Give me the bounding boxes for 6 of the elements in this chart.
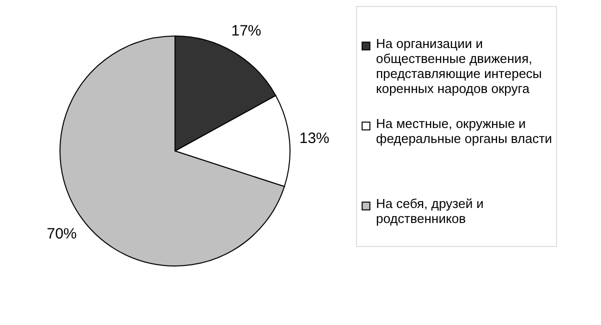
legend-label: На себя, друзей и родственников	[376, 196, 484, 226]
data-label: 13%	[299, 130, 330, 147]
legend-label: На организации и общественные движения, представляющие интересы коренных народов округа	[376, 36, 542, 96]
data-label: 17%	[231, 22, 262, 40]
legend-label: На местные, окружные и федеральные органы власти	[376, 116, 552, 146]
data-label: 70%	[46, 225, 77, 242]
